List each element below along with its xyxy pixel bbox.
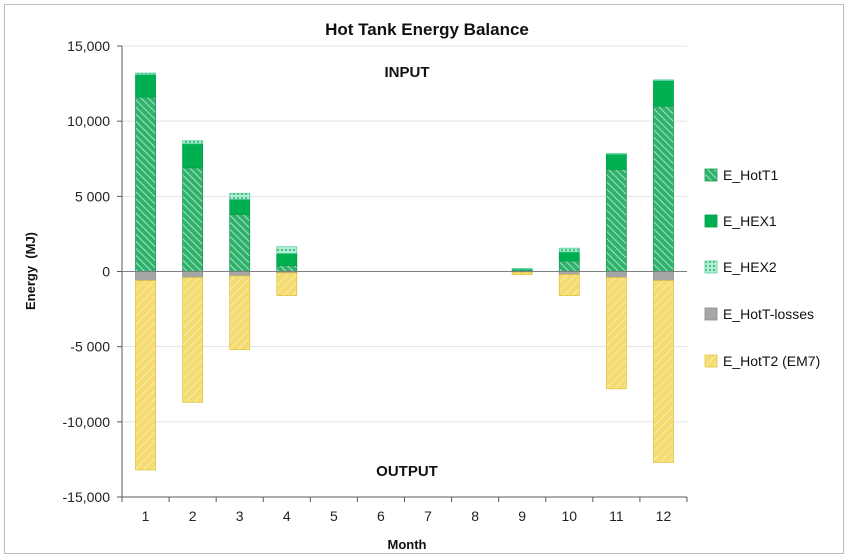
chart-frame: Hot Tank Energy Balance 15,000 10,000 5 00…: [4, 4, 844, 554]
legend: E_HotT1 E_HEX1 E_HEX2 E_HotT-losses E_HotT2 …: [704, 167, 820, 369]
annotation-input: INPUT: [385, 64, 430, 81]
bar-segment: [135, 280, 156, 471]
bar-segment: [511, 268, 533, 270]
y-tick-label: 0: [102, 264, 110, 280]
bar-segment: [653, 80, 674, 107]
legend-label: E_HEX2: [723, 259, 777, 275]
bar-segment: [605, 153, 627, 155]
bar-segment: [653, 79, 674, 81]
bar-segment: [653, 105, 674, 272]
bar-segment: [182, 277, 204, 403]
legend-swatch: [704, 214, 718, 228]
bar-segment: [182, 143, 204, 169]
bar-segment: [229, 271, 251, 277]
bar-segment: [182, 271, 204, 278]
bar-segment: [558, 251, 580, 262]
legend-label: E_HotT-losses: [723, 306, 814, 322]
bar-segment: [605, 168, 627, 272]
bar-segment: [276, 253, 298, 266]
bar-segment: [276, 272, 298, 296]
legend-label: E_HotT1: [723, 167, 778, 183]
x-tick-label: 1: [142, 508, 150, 524]
bar-segment: [229, 275, 251, 351]
axes: [117, 45, 688, 502]
bar-segment: [229, 213, 251, 272]
x-tick-label: 12: [656, 508, 672, 524]
legend-swatch: [704, 260, 718, 274]
bar-segment: [229, 192, 251, 200]
legend-swatch: [704, 307, 718, 321]
x-axis-label: Month: [388, 537, 427, 552]
x-tick-label: 6: [377, 508, 385, 524]
y-tick-label: 15,000: [67, 38, 110, 54]
bar-segment: [558, 247, 580, 253]
bar-segment: [653, 280, 674, 463]
bar-segment: [135, 72, 156, 75]
legend-swatch: [704, 354, 718, 368]
x-tick-labels: 1 2 3 4 5 6 7 8 9 10 11 12: [142, 508, 672, 524]
legend-label: E_HotT2 (EM7): [723, 353, 820, 369]
chart: Hot Tank Energy Balance 15,000 10,000 5 00…: [23, 20, 820, 552]
y-tick-labels: 15,000 10,000 5 000 0 -5 000 -10,000 -15,000: [63, 38, 111, 505]
bars: [135, 72, 674, 471]
bar-segment: [182, 167, 204, 272]
bar-segment: [135, 271, 156, 281]
bar-segment: [135, 96, 156, 272]
x-tick-label: 5: [330, 508, 338, 524]
x-tick-label: 11: [609, 508, 624, 524]
legend-swatch: [704, 168, 718, 182]
bar-segment: [276, 265, 298, 272]
x-tick-label: 7: [424, 508, 432, 524]
x-tick-label: 4: [283, 508, 291, 524]
chart-title: Hot Tank Energy Balance: [325, 20, 529, 39]
y-tick-label: -10,000: [63, 414, 111, 430]
y-tick-label: 5 000: [75, 188, 110, 204]
x-tick-label: 3: [236, 508, 244, 524]
bar-segment: [182, 140, 204, 145]
y-axis-label: Energy (MJ): [23, 232, 38, 310]
bar-segment: [276, 246, 298, 254]
x-tick-label: 10: [562, 508, 578, 524]
bar-segment: [605, 153, 627, 170]
bar-segment: [229, 198, 251, 215]
x-tick-label: 2: [189, 508, 197, 524]
x-tick-label: 9: [518, 508, 526, 524]
bar-segment: [605, 271, 627, 278]
y-tick-label: 10,000: [67, 113, 110, 129]
y-tick-label: -5 000: [70, 339, 110, 355]
bar-segment: [605, 277, 627, 390]
legend-label: E_HEX1: [723, 213, 777, 229]
annotation-output: OUTPUT: [376, 463, 438, 480]
bar-segment: [558, 274, 580, 296]
y-tick-label: -15,000: [63, 489, 111, 505]
bar-segment: [511, 271, 533, 275]
x-tick-label: 8: [471, 508, 479, 524]
bar-segment: [135, 74, 156, 98]
bar-segment: [558, 260, 580, 272]
bar-segment: [653, 271, 674, 281]
